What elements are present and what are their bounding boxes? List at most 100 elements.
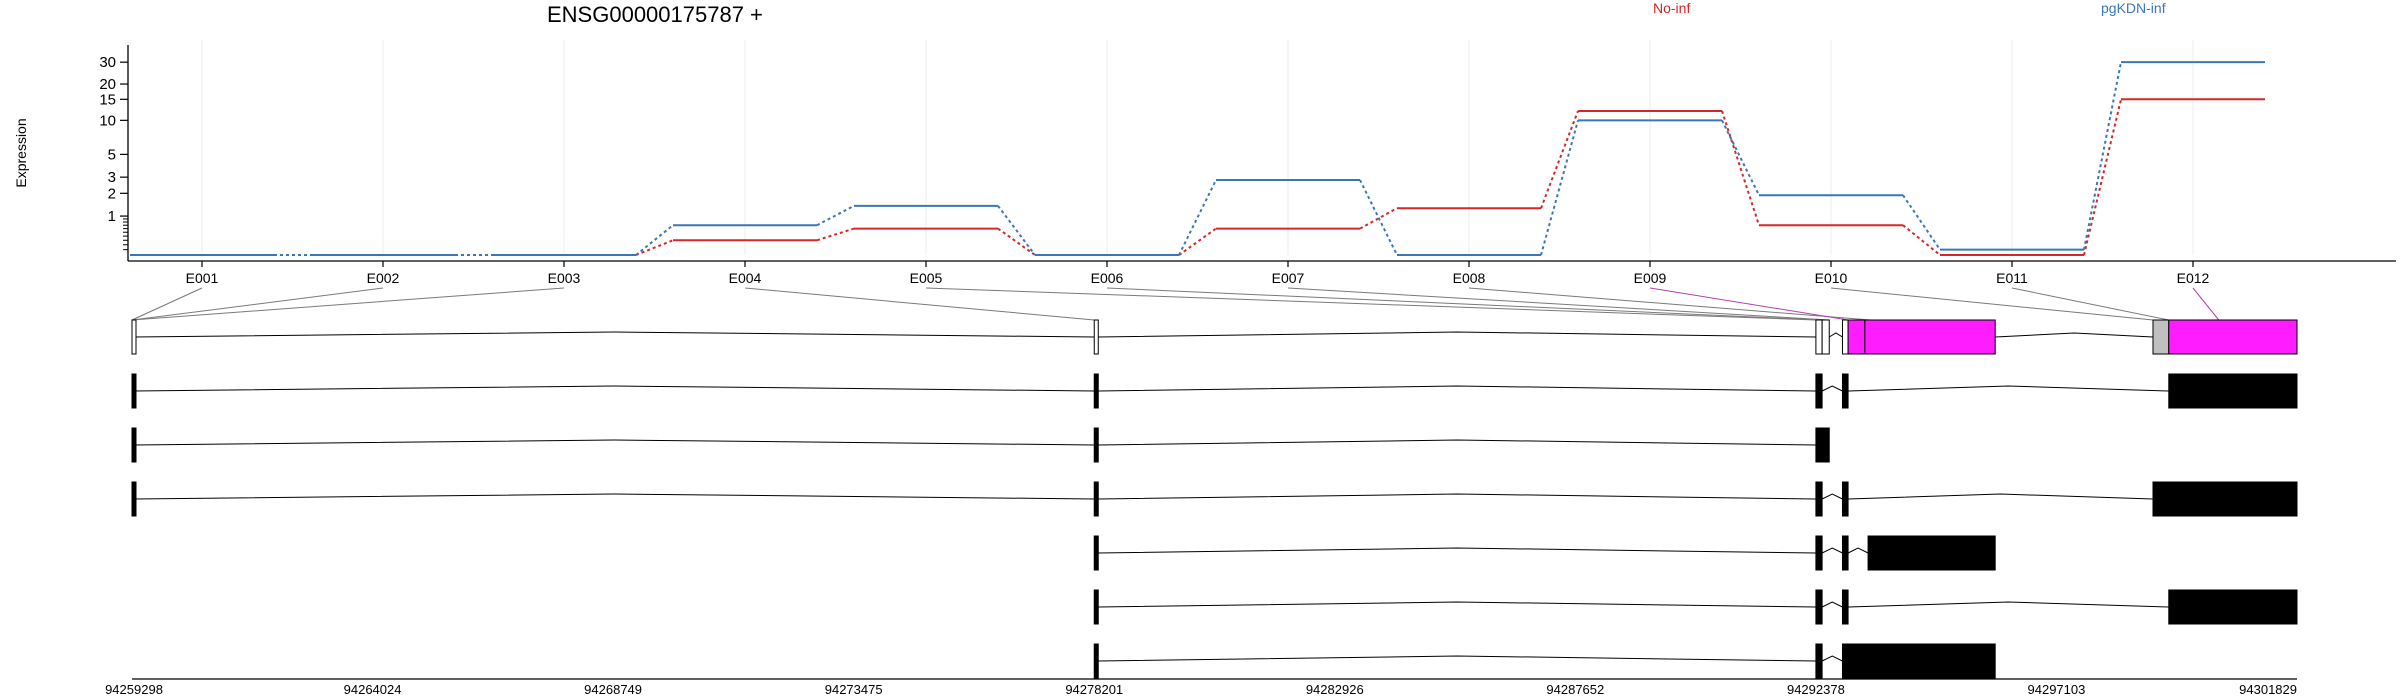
series-connector [635, 224, 674, 256]
transcript-exon [1815, 481, 1823, 517]
vertical-gridlines [201, 40, 2194, 255]
series-connector [1359, 207, 1398, 230]
x-tick-label: E002 [367, 270, 400, 286]
transcript-exon [1867, 535, 1996, 571]
coordinate-label: 94268749 [584, 682, 642, 697]
coordinate-label: 94259298 [105, 682, 163, 697]
series-connector [816, 204, 855, 227]
y-tick-label: 10 [99, 112, 116, 129]
x-tick-label: E001 [186, 270, 219, 286]
intron-line [1848, 385, 2169, 392]
exon-connectors [131, 287, 2220, 321]
transcript-exon [1815, 373, 1823, 409]
intron-line [134, 385, 1095, 392]
gene-model-exon [1821, 319, 1830, 355]
gene-model-exon [1847, 319, 1866, 355]
transcript-exon [2168, 589, 2298, 625]
transcript-exon [1093, 427, 1099, 463]
intron-line [1821, 547, 1843, 554]
gene-model-exon [1815, 319, 1823, 355]
intron-line [134, 493, 1095, 500]
series-connector [997, 205, 1036, 256]
series-connector [1540, 120, 1579, 256]
series-connector [1178, 179, 1217, 256]
y-tick-label: 2 [108, 185, 116, 202]
coordinate-label: 94301829 [2239, 682, 2297, 697]
series-connector [635, 239, 674, 256]
exon-connector [1287, 287, 1830, 321]
series-connector [1902, 224, 1941, 256]
intron-line [1847, 547, 1869, 554]
legend-pgkdn-inf: pgKDN-inf [2101, 0, 2166, 16]
y-tick-label: 15 [99, 91, 116, 108]
transcript-exon [1093, 535, 1099, 571]
series-connector [1540, 110, 1579, 209]
exon-connector [131, 287, 384, 321]
x-tick-label: E009 [1634, 270, 1667, 286]
intron-line [1098, 547, 1816, 554]
transcript-exon [1815, 589, 1823, 625]
coordinate-label: 94292378 [1787, 682, 1845, 697]
intron-line [134, 439, 1095, 446]
transcript-exon [1093, 373, 1099, 409]
x-tick-label: E012 [2177, 270, 2210, 286]
coordinate-label: 94287652 [1546, 682, 1604, 697]
intron-line [134, 331, 1095, 338]
transcript-exon [1841, 373, 1849, 409]
coordinate-label: 94282926 [1306, 682, 1364, 697]
intron-line [1098, 493, 1816, 500]
x-tick-label: E007 [1272, 270, 1305, 286]
transcript-exon [1841, 535, 1849, 571]
series-connector [1359, 179, 1398, 256]
transcript-exon [131, 481, 137, 517]
exon-connector [1830, 287, 2154, 321]
series-connector [816, 227, 855, 242]
series-connector [1721, 119, 1760, 196]
gene-model-exon [1864, 319, 1996, 355]
intron-line [1821, 385, 1843, 392]
intron-line [1098, 601, 1816, 608]
x-tick-label: E003 [548, 270, 581, 286]
y-tick-label: 1 [108, 208, 116, 225]
y-tick-label: 5 [108, 146, 116, 163]
exon-connector [1468, 287, 1871, 321]
legend-no-inf: No-inf [1653, 0, 1690, 16]
transcript-exon [1841, 589, 1849, 625]
gene-model-exon [131, 319, 137, 355]
transcript-exon [2168, 373, 2298, 409]
transcript-exon [1093, 481, 1099, 517]
series-connector [1902, 194, 1941, 251]
exon-connector [131, 287, 203, 321]
exon-connector [925, 287, 1816, 321]
x-tick-label: E008 [1453, 270, 1486, 286]
exon-connector [2192, 287, 2220, 321]
transcript-exon [1841, 643, 1996, 679]
intron-line [1098, 331, 1816, 338]
gene-model-exon [2152, 319, 2170, 355]
x-tick-label: E006 [1091, 270, 1124, 286]
intron-line [1821, 493, 1843, 500]
series-connector [997, 227, 1036, 256]
transcript-exon [131, 427, 137, 463]
x-tick-label: E005 [910, 270, 943, 286]
transcript-exon [1841, 481, 1849, 517]
intron-line [1821, 655, 1843, 662]
intron-line [1995, 332, 2154, 338]
gene-model-exon [1093, 319, 1099, 355]
intron-line [1098, 385, 1816, 392]
y-tick-label: 3 [108, 169, 116, 186]
transcript-exon [1093, 643, 1099, 679]
coordinate-label: 94278201 [1065, 682, 1123, 697]
intron-line [1098, 655, 1816, 662]
transcript-exon [1093, 589, 1099, 625]
exon-connector [744, 287, 1095, 321]
chart-title: ENSG00000175787 + [547, 2, 763, 27]
coordinate-label: 94264024 [344, 682, 402, 697]
transcript-exon [1815, 643, 1823, 679]
exon-connector [1106, 287, 1823, 321]
x-tick-label: E004 [729, 270, 762, 286]
coordinate-label: 94297103 [2028, 682, 2086, 697]
x-tick-label: E011 [1996, 270, 2028, 286]
exon-connector [2011, 287, 2169, 321]
